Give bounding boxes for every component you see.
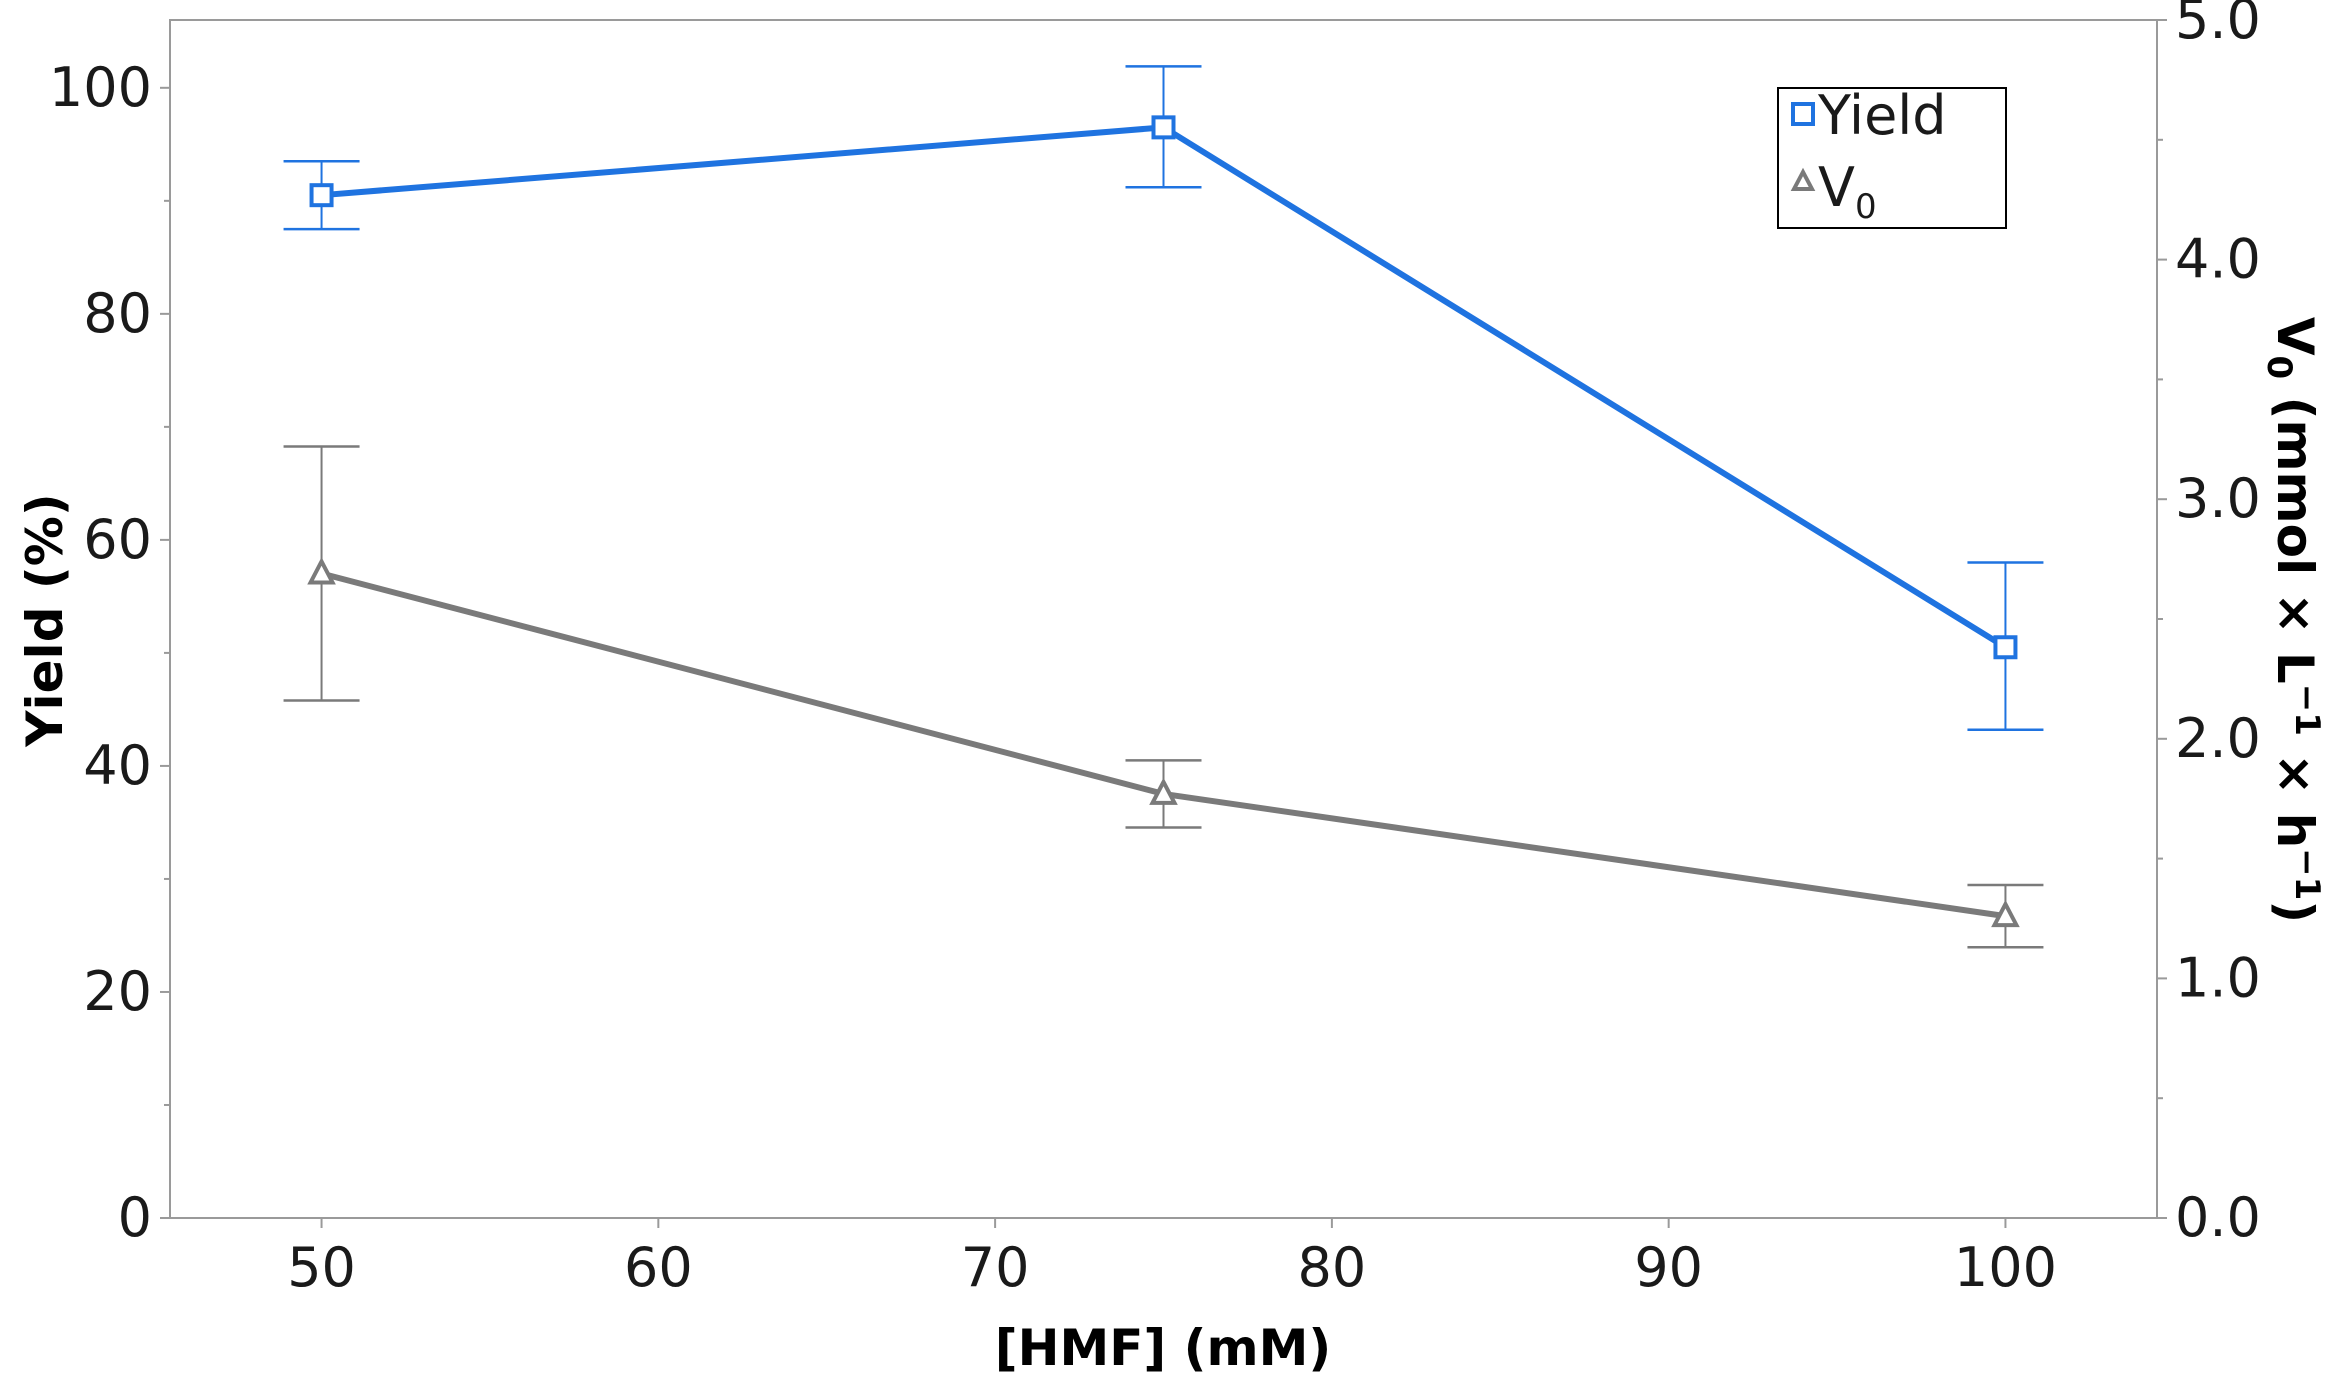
y-tick-label: 0 xyxy=(118,1186,152,1249)
x-tick-label: 90 xyxy=(1634,1236,1703,1299)
y-tick-label: 80 xyxy=(83,282,152,345)
legend-v0-marker xyxy=(1790,167,1816,191)
y2-tick-label: 5.0 xyxy=(2175,0,2261,51)
legend-v0-label: V0 xyxy=(1818,156,1877,227)
y-axis-left: 0 20 40 60 80 100 xyxy=(49,56,170,1249)
x-tick-label: 100 xyxy=(1954,1236,2057,1299)
data-point-triangle xyxy=(307,557,336,585)
y2-tick-label: 4.0 xyxy=(2175,228,2261,291)
legend-yield-marker xyxy=(1791,102,1815,126)
legend-yield-label: Yield xyxy=(1817,84,1947,147)
y2-tick-label: 0.0 xyxy=(2175,1186,2261,1249)
legend: Yield V0 xyxy=(1777,84,2007,229)
y-tick-label: 60 xyxy=(83,508,152,571)
y-tick-label: 100 xyxy=(49,56,152,119)
y2-axis-title: V0 (mmol × L−1 × h−1) xyxy=(2259,317,2327,923)
y2-tick-label: 1.0 xyxy=(2175,946,2261,1009)
legend-box xyxy=(1777,87,2007,229)
y-tick-label: 20 xyxy=(83,960,152,1023)
x-axis: 50 60 70 80 90 100 xyxy=(287,1218,2057,1299)
x-tick-label: 50 xyxy=(287,1236,356,1299)
y2-tick-label: 2.0 xyxy=(2175,707,2261,770)
y-tick-label: 40 xyxy=(83,734,152,797)
series-line-v xyxy=(320,570,2006,920)
data-point-square xyxy=(309,183,334,208)
x-tick-label: 80 xyxy=(1298,1236,1367,1299)
x-axis-title: [HMF] (mM) xyxy=(995,1319,1331,1377)
x-tick-label: 70 xyxy=(961,1236,1030,1299)
y2-tick-label: 3.0 xyxy=(2175,467,2261,530)
x-tick-label: 60 xyxy=(624,1236,693,1299)
data-point-square xyxy=(1993,635,2018,660)
y-axis-right: 0.0 1.0 2.0 3.0 4.0 5.0 xyxy=(2157,0,2261,1249)
data-point-square xyxy=(1151,115,1176,140)
y-axis-title: Yield (%) xyxy=(16,493,74,747)
series-layer xyxy=(283,65,2044,949)
data-point-triangle xyxy=(1149,777,1178,805)
series-line-yield xyxy=(321,124,2008,650)
data-point-triangle xyxy=(1991,899,2020,928)
